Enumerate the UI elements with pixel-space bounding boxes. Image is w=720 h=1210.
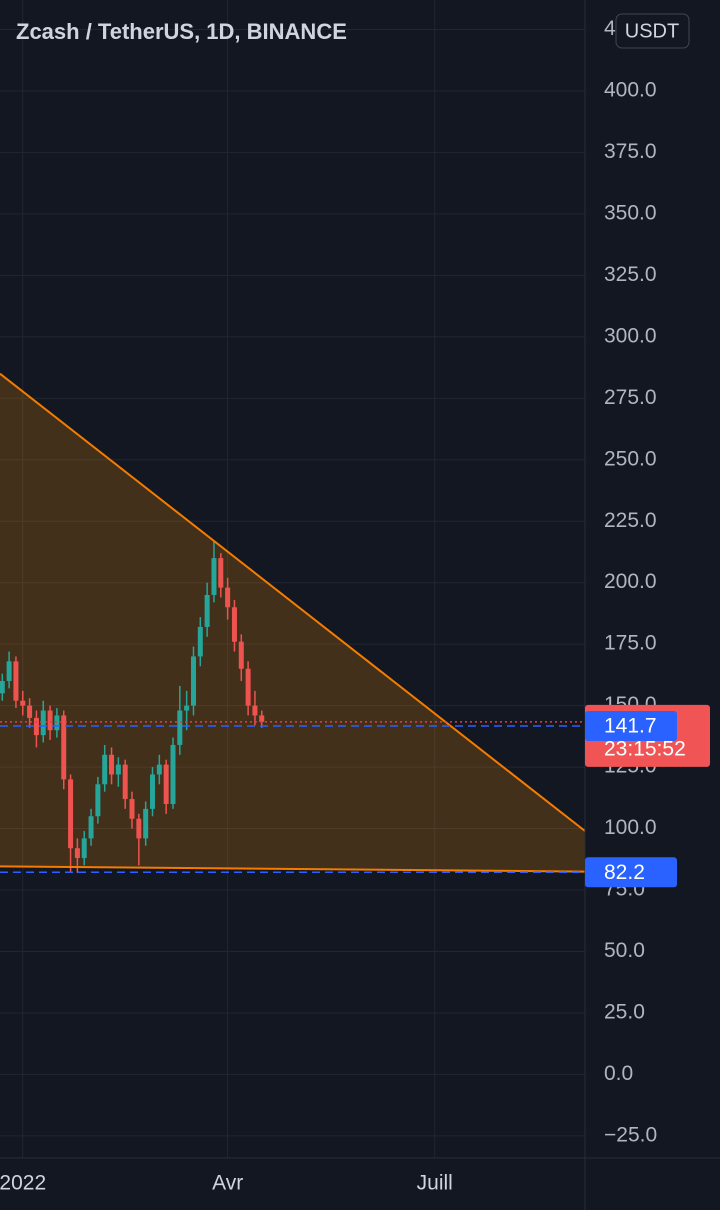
candle-body <box>211 558 217 595</box>
candle-body <box>74 848 80 859</box>
candle-body <box>40 710 46 736</box>
candle-body <box>197 626 203 657</box>
candle-body <box>245 668 251 706</box>
candle-body <box>0 681 5 694</box>
y-tick-label: 375.0 <box>604 140 657 163</box>
candle-body <box>163 764 169 804</box>
candle-body <box>115 764 121 775</box>
candle-body <box>252 705 258 716</box>
candle-body <box>102 754 108 785</box>
candle-body <box>238 641 244 669</box>
x-tick-label: Juill <box>417 1172 453 1195</box>
candle-body <box>47 710 53 731</box>
candle-body <box>88 816 94 839</box>
axes: −25.00.025.050.075.0100.0125.0150.0175.0… <box>0 17 710 1195</box>
currency-badge[interactable] <box>615 13 690 49</box>
x-tick-label: Avr <box>212 1172 243 1195</box>
candle-body <box>54 715 60 731</box>
y-tick-label: 400.0 <box>604 79 657 102</box>
price-label-box <box>585 711 677 742</box>
candle-body <box>156 764 162 775</box>
y-tick-label: 225.0 <box>604 509 657 532</box>
candle-body <box>143 808 149 839</box>
price-label: 82.2 <box>604 861 645 884</box>
y-tick-label: 0.0 <box>604 1062 633 1085</box>
countdown-label: 23:15:52 <box>604 737 686 760</box>
y-tick-label: 200.0 <box>604 570 657 593</box>
grid <box>0 0 585 1158</box>
currency-label[interactable]: USDT <box>625 20 679 42</box>
price-label: 141.7 <box>604 715 657 738</box>
trendline <box>0 865 586 873</box>
candle-body <box>184 705 190 711</box>
y-tick-label: 100.0 <box>604 816 657 839</box>
candle-body <box>20 700 26 706</box>
candle-body <box>150 774 156 809</box>
plot-area <box>0 372 586 874</box>
candle-body <box>136 818 142 839</box>
candle-body <box>225 587 231 608</box>
y-tick-label: 275.0 <box>604 386 657 409</box>
candle-body <box>81 838 87 859</box>
y-tick-label: 325.0 <box>604 263 657 286</box>
candle-body <box>122 764 128 800</box>
y-tick-label: 50.0 <box>604 939 645 962</box>
candle-body <box>27 705 33 718</box>
y-tick-label: 175.0 <box>604 632 657 655</box>
candle-body <box>13 661 19 701</box>
candle-body <box>68 779 74 849</box>
chart-title: Zcash / TetherUS, 1D, BINANCE <box>16 19 347 44</box>
y-tick-label: 350.0 <box>604 201 657 224</box>
trendline <box>0 372 586 832</box>
pattern-fill <box>0 373 585 872</box>
candle-body <box>129 799 135 819</box>
y-tick-label: 250.0 <box>604 447 657 470</box>
candle-body <box>109 754 115 775</box>
candle-body <box>61 715 67 780</box>
candle-body <box>95 784 101 817</box>
candle-body <box>6 661 12 682</box>
y-tick-label: −25.0 <box>604 1123 657 1146</box>
candle-body <box>33 717 39 736</box>
candle-body <box>231 607 237 642</box>
candle-body <box>177 710 183 745</box>
price-label-box <box>585 857 677 888</box>
candle-body <box>259 715 265 722</box>
y-tick-label: 25.0 <box>604 1000 645 1023</box>
y-tick-label: 300.0 <box>604 324 657 347</box>
candle-body <box>204 594 210 627</box>
candle-body <box>218 558 224 588</box>
x-tick-label: 2022 <box>0 1172 46 1195</box>
candle-body <box>170 744 176 804</box>
candle-body <box>190 656 196 706</box>
